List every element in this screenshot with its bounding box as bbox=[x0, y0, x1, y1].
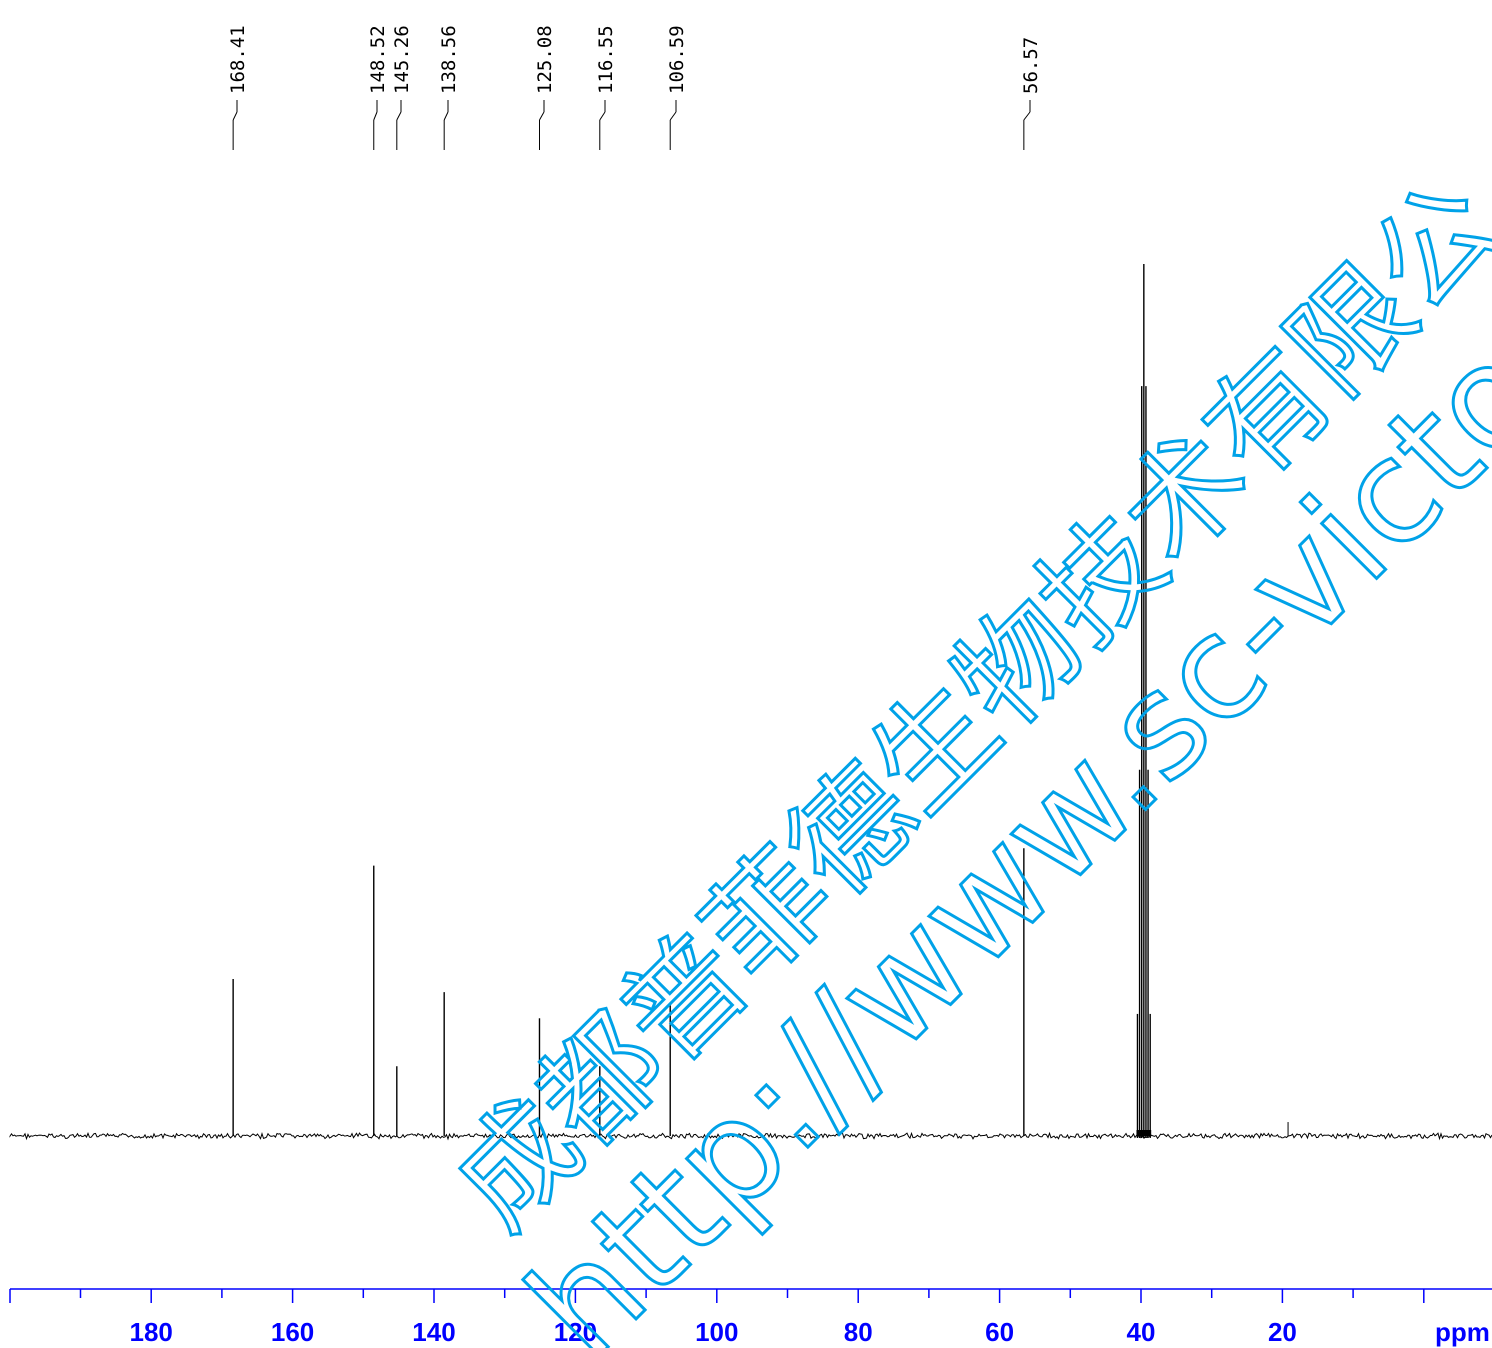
x-tick-label: 160 bbox=[271, 1317, 314, 1347]
x-tick-label: 80 bbox=[844, 1317, 873, 1347]
peak-label-connector bbox=[599, 111, 606, 121]
peak-label-connector bbox=[669, 111, 677, 121]
x-tick-label: 40 bbox=[1127, 1317, 1156, 1347]
peak-label-connector bbox=[232, 111, 238, 121]
x-axis-unit-label: ppm bbox=[1435, 1317, 1490, 1347]
peak-label-connector bbox=[396, 111, 402, 121]
peak-label: 116.55 bbox=[595, 25, 617, 94]
x-tick-label: 20 bbox=[1268, 1317, 1297, 1347]
x-tick-label: 100 bbox=[695, 1317, 738, 1347]
x-axis-tick-labels: 180 160 140 120 100 80 60 40 20 bbox=[130, 1317, 1297, 1347]
watermark: 成都普菲德生物技术有限公 http://www.sc-victory bbox=[426, 154, 1492, 1348]
peak-label: 148.52 bbox=[367, 25, 389, 94]
solvent-multiplet-base bbox=[1136, 1130, 1152, 1136]
peak-label: 168.41 bbox=[227, 25, 249, 94]
peak-labels: 168.41 148.52 145.26 138.56 125.08 116.55 106.… bbox=[227, 25, 1042, 150]
x-tick-label: 60 bbox=[985, 1317, 1014, 1347]
x-tick-label: 180 bbox=[130, 1317, 173, 1347]
peak-label-connector bbox=[539, 111, 545, 121]
peak-label: 56.57 bbox=[1020, 37, 1042, 94]
x-tick-label: 120 bbox=[554, 1317, 597, 1347]
peak-label-connector bbox=[373, 111, 378, 121]
peak-label-connector bbox=[1023, 111, 1031, 121]
peak-label-connector bbox=[443, 111, 449, 121]
peaks bbox=[232, 264, 1289, 1138]
peak-label: 106.59 bbox=[666, 25, 688, 94]
x-axis: 180 160 140 120 100 80 60 40 20 ppm bbox=[9, 1288, 1492, 1347]
peak-label: 145.26 bbox=[391, 25, 413, 94]
peak-label: 125.08 bbox=[534, 25, 556, 94]
peak-label: 138.56 bbox=[438, 25, 460, 94]
x-axis-ticks bbox=[9, 1289, 1425, 1303]
watermark-company-text: 成都普菲德生物技术有限公 bbox=[427, 156, 1492, 1255]
spectrum-baseline bbox=[9, 1131, 1492, 1141]
x-tick-label: 140 bbox=[412, 1317, 455, 1347]
